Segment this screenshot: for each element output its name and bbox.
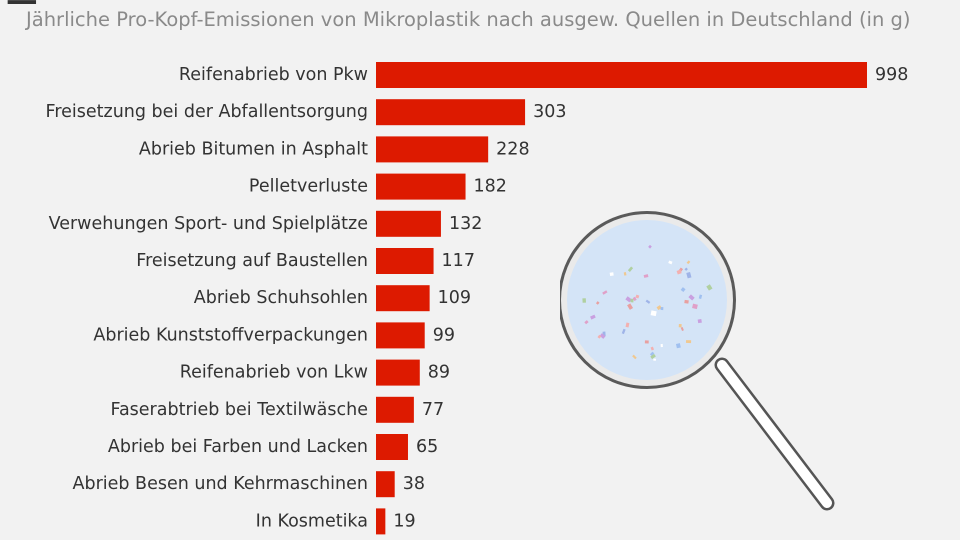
value-label: 228	[496, 139, 529, 159]
particle	[697, 319, 702, 324]
value-label: 89	[428, 363, 450, 383]
particle	[686, 260, 691, 265]
particle	[584, 320, 589, 325]
category-label: Abrieb bei Farben und Lacken	[108, 437, 368, 457]
particle	[650, 353, 656, 360]
bar	[376, 99, 526, 126]
particle	[625, 322, 630, 328]
particle	[590, 314, 596, 320]
category-label: Reifenabrieb von Pkw	[179, 65, 368, 85]
value-label: 117	[442, 251, 475, 271]
bar	[376, 248, 434, 274]
particle	[599, 333, 606, 339]
value-label: 998	[875, 65, 908, 85]
particle	[632, 296, 637, 302]
category-label: In Kosmetika	[256, 511, 368, 531]
bar	[376, 136, 489, 163]
particle	[621, 328, 626, 335]
category-label: Abrieb Besen und Kehrmaschinen	[72, 474, 368, 494]
particle	[595, 301, 600, 305]
chart-subtitle: Jährliche Pro-Kopf-Emissionen von Mikrop…	[26, 8, 911, 31]
category-label: Abrieb Schuhsohlen	[194, 288, 368, 308]
category-label: Freisetzung bei der Abfallentsorgung	[46, 102, 368, 122]
particle	[686, 272, 692, 279]
particle	[630, 298, 634, 303]
bar	[376, 508, 386, 535]
category-label: Verwehungen Sport- und Spielplätze	[49, 214, 368, 234]
particle	[680, 287, 686, 293]
category-label: Abrieb Kunststoffverpackungen	[93, 325, 368, 345]
particle	[632, 354, 637, 360]
bar	[376, 471, 395, 498]
particle	[656, 305, 662, 311]
bar	[376, 396, 414, 423]
microplastic-particles	[582, 244, 713, 361]
category-label: Reifenabrieb von Lkw	[180, 363, 368, 383]
bar	[376, 322, 425, 349]
value-label: 303	[533, 102, 566, 122]
title-fragment-clip: ▂	[0, 0, 960, 4]
particle	[685, 340, 692, 344]
value-label: 65	[416, 437, 438, 457]
particle	[627, 303, 634, 310]
value-label: 109	[438, 288, 471, 308]
value-label: 132	[449, 214, 482, 234]
particle	[623, 272, 627, 276]
particle	[644, 340, 649, 344]
category-label: Faserabtrieb bei Textilwäsche	[110, 400, 368, 420]
particle	[680, 326, 684, 331]
particle	[668, 260, 673, 265]
particle	[650, 346, 655, 351]
value-label: 182	[474, 177, 507, 197]
particle	[684, 267, 688, 271]
particle	[609, 272, 614, 277]
particle	[675, 343, 681, 349]
magnifying-glass-icon	[560, 211, 835, 511]
particle	[706, 284, 713, 291]
particle	[645, 299, 651, 304]
particle	[597, 334, 602, 339]
particle	[676, 269, 682, 275]
bar	[376, 434, 408, 460]
bar	[376, 359, 420, 386]
particle	[643, 274, 649, 278]
bar	[376, 173, 466, 200]
particle	[627, 266, 634, 272]
particle	[684, 299, 689, 304]
particle	[660, 307, 664, 311]
category-label: Freisetzung auf Baustellen	[136, 251, 368, 271]
particle	[653, 358, 657, 361]
bar	[376, 62, 867, 88]
value-label: 19	[393, 511, 415, 531]
particle	[660, 343, 663, 348]
particle	[635, 294, 640, 299]
particle	[625, 296, 632, 303]
particle	[692, 303, 698, 310]
particle	[688, 294, 695, 301]
category-label: Abrieb Bitumen in Asphalt	[139, 139, 368, 159]
bar	[376, 210, 441, 237]
particle	[678, 324, 682, 328]
value-label: 99	[433, 325, 455, 345]
particle	[649, 351, 655, 357]
particle	[648, 244, 652, 249]
particle	[582, 298, 587, 303]
bar-rows: Reifenabrieb von Pkw 998 Freisetzung bei d…	[46, 62, 908, 535]
value-label: 38	[403, 474, 425, 494]
title-fragment: ▂	[8, 0, 36, 4]
category-label: Pelletverluste	[249, 177, 368, 197]
particle	[698, 294, 703, 300]
value-label: 77	[422, 400, 444, 420]
particle	[650, 310, 657, 317]
bar	[376, 285, 430, 312]
particle	[602, 290, 608, 295]
